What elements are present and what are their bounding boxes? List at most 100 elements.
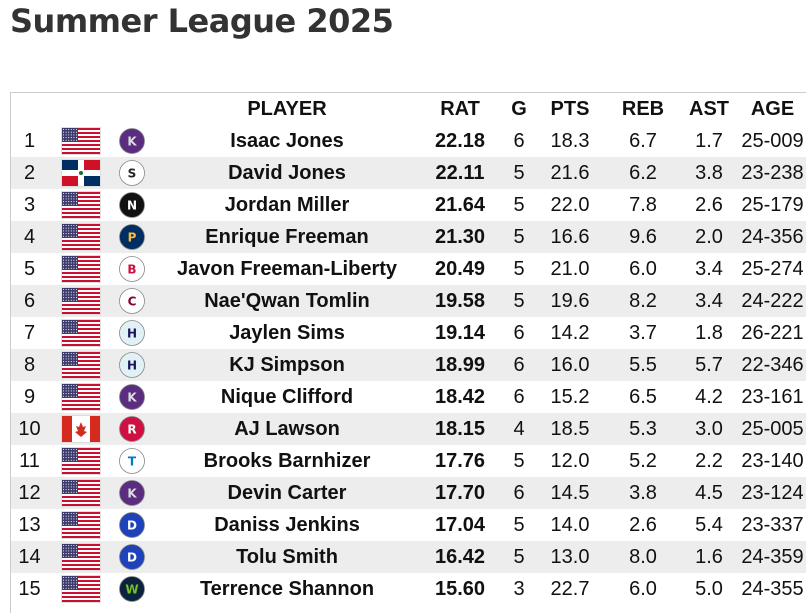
us-flag-icon	[56, 511, 106, 539]
table-row[interactable]: 6 C Nae'Qwan Tomlin 19.58 5 19.6 8.2 3.4…	[11, 285, 806, 317]
table-row[interactable]: 2 S David Jones 22.11 5 21.6 6.2 3.8 23-…	[11, 157, 806, 189]
col-reb-header[interactable]: REB	[621, 97, 665, 120]
team-cell: S	[106, 157, 158, 189]
table-row[interactable]: 7 H Jaylen Sims 19.14 6 14.2 3.7 1.8 26-…	[11, 317, 806, 349]
rank-cell: 13	[18, 513, 41, 536]
rank-cell: 6	[11, 285, 56, 317]
games-cell: 5	[504, 157, 534, 189]
col-player-header[interactable]: PLAYER	[247, 97, 327, 120]
player-name[interactable]: Enrique Freeman	[158, 221, 416, 253]
flag-cell	[56, 349, 106, 381]
col-rank-header	[11, 93, 56, 125]
pts-cell: 14.0	[550, 513, 590, 536]
player-name[interactable]: Nique Clifford	[220, 385, 354, 408]
reb-cell: 7.8	[629, 193, 657, 216]
ast-cell: 3.8	[680, 157, 738, 189]
team-cell: D	[106, 541, 158, 573]
col-flag-header	[56, 93, 106, 125]
flag-cell	[56, 157, 106, 189]
rat-cell: 21.30	[416, 221, 504, 253]
ast-cell: 5.4	[695, 513, 723, 536]
age-cell: 23-124	[738, 477, 806, 509]
col-ast-header[interactable]: AST	[689, 97, 729, 120]
rank-cell: 9	[23, 385, 36, 408]
rank-cell: 5	[23, 257, 36, 280]
games-cell: 6	[513, 129, 525, 152]
player-name[interactable]: Jordan Miller	[224, 193, 350, 216]
rat-cell: 15.60	[434, 577, 486, 600]
table-row[interactable]: 3 N Jordan Miller 21.64 5 22.0 7.8 2.6 2…	[11, 189, 806, 221]
reb-cell: 6.7	[629, 129, 657, 152]
player-name[interactable]: Javon Freeman-Liberty	[176, 257, 398, 280]
pts-cell: 18.3	[550, 129, 590, 152]
player-name[interactable]: David Jones	[158, 157, 416, 189]
player-name[interactable]: AJ Lawson	[158, 413, 416, 445]
player-name[interactable]: Tolu Smith	[158, 541, 416, 573]
team-cell: W	[106, 573, 158, 605]
ast-cell: 3.0	[680, 413, 738, 445]
table-row[interactable]: 4 P Enrique Freeman 21.30 5 16.6 9.6 2.0…	[11, 221, 806, 253]
us-flag-icon	[56, 543, 106, 571]
header-row: PLAYER RAT G PTS REB AST AGE	[11, 93, 806, 125]
svg-text:D: D	[127, 551, 137, 565]
reb-cell: 8.2	[606, 285, 680, 317]
pts-cell: 14.2	[550, 321, 590, 344]
rank-cell: 2	[11, 157, 56, 189]
table-row[interactable]: 9 K Nique Clifford 18.42 6 15.2 6.5 4.2 …	[11, 381, 806, 413]
col-age-header[interactable]: AGE	[750, 97, 795, 120]
cavaliers-logo-icon: C	[106, 287, 158, 315]
col-pts-header[interactable]: PTS	[550, 97, 590, 120]
pts-cell: 19.6	[534, 285, 606, 317]
table-row[interactable]: 12 K Devin Carter 17.70 6 14.5 3.8 4.5 2…	[11, 477, 806, 509]
player-name[interactable]: Daniss Jenkins	[214, 513, 360, 536]
player-name[interactable]: Jaylen Sims	[229, 321, 345, 344]
player-name[interactable]: Brooks Barnhizer	[203, 449, 371, 472]
svg-text:R: R	[127, 423, 136, 437]
reb-cell: 9.6	[606, 221, 680, 253]
us-flag-icon	[56, 351, 106, 379]
player-name[interactable]: KJ Simpson	[158, 349, 416, 381]
hornets-logo-icon: H	[106, 351, 158, 379]
flag-cell	[56, 413, 106, 445]
player-name[interactable]: Nae'Qwan Tomlin	[158, 285, 416, 317]
table-row[interactable]: 8 H KJ Simpson 18.99 6 16.0 5.5 5.7 22-3…	[11, 349, 806, 381]
table-row[interactable]: 1 K Isaac Jones 22.18 6 18.3 6.7 1.7 25-…	[11, 125, 806, 157]
player-name[interactable]: Isaac Jones	[230, 129, 344, 152]
rank-cell: 4	[11, 221, 56, 253]
table-row[interactable]: 13 D Daniss Jenkins 17.04 5 14.0 2.6 5.4…	[11, 509, 806, 541]
rank-cell: 1	[23, 129, 36, 152]
table-row[interactable]: 11 T Brooks Barnhizer 17.76 5 12.0 5.2 2…	[11, 445, 806, 477]
age-cell: 24-356	[738, 221, 806, 253]
us-flag-icon	[56, 575, 106, 603]
table-row[interactable]: 10 R AJ Lawson 18.15 4 18.5 5.3 3.0 25-0…	[11, 413, 806, 445]
rat-cell: 16.42	[416, 541, 504, 573]
us-flag-icon	[56, 319, 106, 347]
rank-cell: 12	[11, 477, 56, 509]
rat-cell: 18.15	[416, 413, 504, 445]
rank-cell: 3	[23, 193, 36, 216]
col-rat-header[interactable]: RAT	[440, 97, 480, 120]
reb-cell: 8.0	[606, 541, 680, 573]
rat-cell: 21.64	[434, 193, 486, 216]
svg-text:K: K	[127, 391, 137, 405]
reb-cell: 5.2	[629, 449, 657, 472]
pts-cell: 21.0	[550, 257, 590, 280]
table-row[interactable]: 5 B Javon Freeman-Liberty 20.49 5 21.0 6…	[11, 253, 806, 285]
player-name[interactable]: Terrence Shannon	[199, 577, 375, 600]
table-row[interactable]: 15 W Terrence Shannon 15.60 3 22.7 6.0 5…	[11, 573, 806, 605]
flag-cell	[56, 541, 106, 573]
flag-cell	[56, 189, 106, 221]
age-cell: 23-238	[738, 157, 806, 189]
pts-cell: 16.6	[534, 221, 606, 253]
us-flag-icon	[56, 383, 106, 411]
pts-cell: 16.0	[534, 349, 606, 381]
kings-logo-icon: K	[106, 479, 158, 507]
svg-text:N: N	[127, 199, 137, 213]
reb-cell: 6.5	[629, 385, 657, 408]
table-row[interactable]: 14 D Tolu Smith 16.42 5 13.0 8.0 1.6 24-…	[11, 541, 806, 573]
player-name[interactable]: Devin Carter	[158, 477, 416, 509]
games-cell: 5	[513, 257, 525, 280]
flag-cell	[56, 285, 106, 317]
col-g-header[interactable]: G	[511, 97, 527, 120]
games-cell: 4	[504, 413, 534, 445]
